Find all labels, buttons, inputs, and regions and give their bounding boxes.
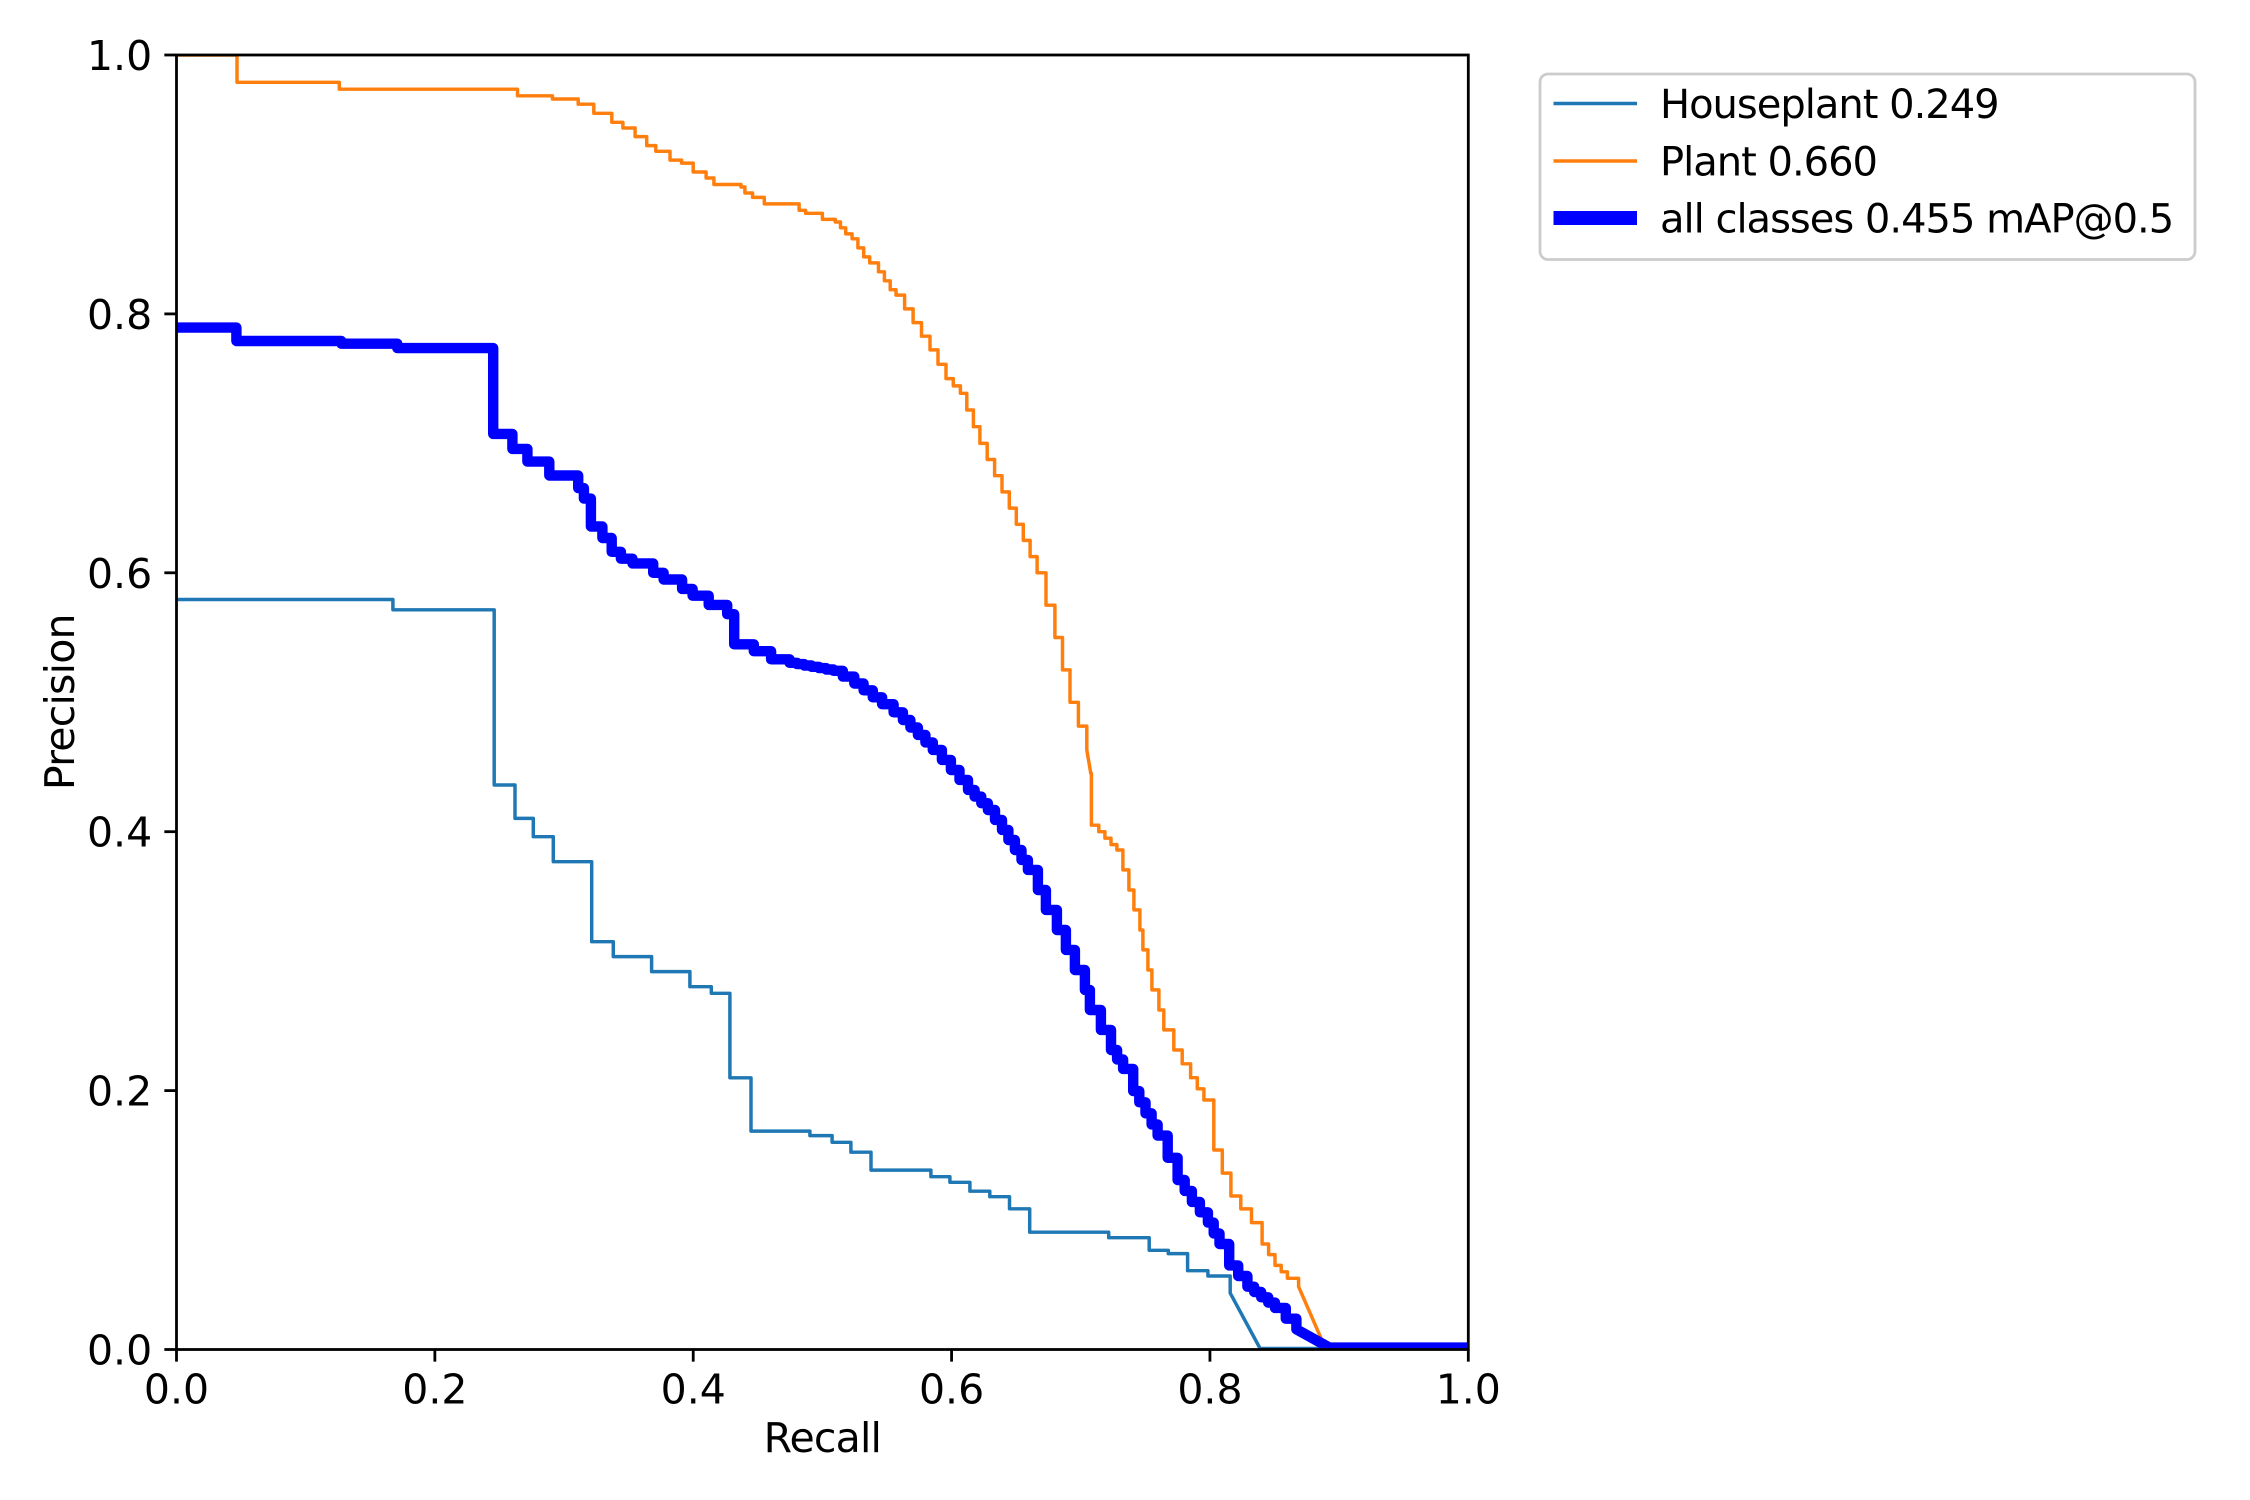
y-tick-label-1.0: 1.0 [87,32,152,80]
x-tick-label-0.2: 0.2 [402,1366,467,1414]
axes-spines [175,53,1470,1351]
curves [176,55,1469,1350]
x-tick-label-0.8: 0.8 [1177,1366,1242,1414]
legend-label-all-classes: all classes 0.455 mAP@0.5 [1660,197,2173,243]
legend: Houseplant 0.249 Plant 0.660 all classes… [1538,72,2197,261]
x-axis-ticks: 0.0 0.2 0.4 0.6 0.8 1.0 [144,1349,1501,1414]
x-axis-label: Recall [764,1414,882,1462]
axes-frame [175,53,1470,1351]
x-tick-label-1.0: 1.0 [1436,1366,1501,1414]
y-tick-label-0.8: 0.8 [87,291,152,339]
curve-all-classes [176,322,1469,1350]
y-tick-label-0.2: 0.2 [87,1068,152,1116]
legend-label-houseplant: Houseplant 0.249 [1660,82,1999,128]
plot-area [176,55,1469,1350]
x-tick-label-0.0: 0.0 [144,1366,209,1414]
x-tick-label-0.6: 0.6 [919,1366,984,1414]
curve-Plant [176,55,1469,1350]
legend-label-plant: Plant 0.660 [1660,140,1877,186]
y-axis-ticks: 0.0 0.2 0.4 0.6 0.8 1.0 [87,32,177,1374]
y-tick-label-0.4: 0.4 [87,809,152,857]
y-tick-label-0.0: 0.0 [87,1326,152,1374]
x-tick-label-0.4: 0.4 [661,1366,726,1414]
y-axis-label: Precision [36,614,84,790]
y-tick-label-0.6: 0.6 [87,550,152,598]
curve-Houseplant [176,597,1469,1350]
legend-box [1538,72,2197,261]
